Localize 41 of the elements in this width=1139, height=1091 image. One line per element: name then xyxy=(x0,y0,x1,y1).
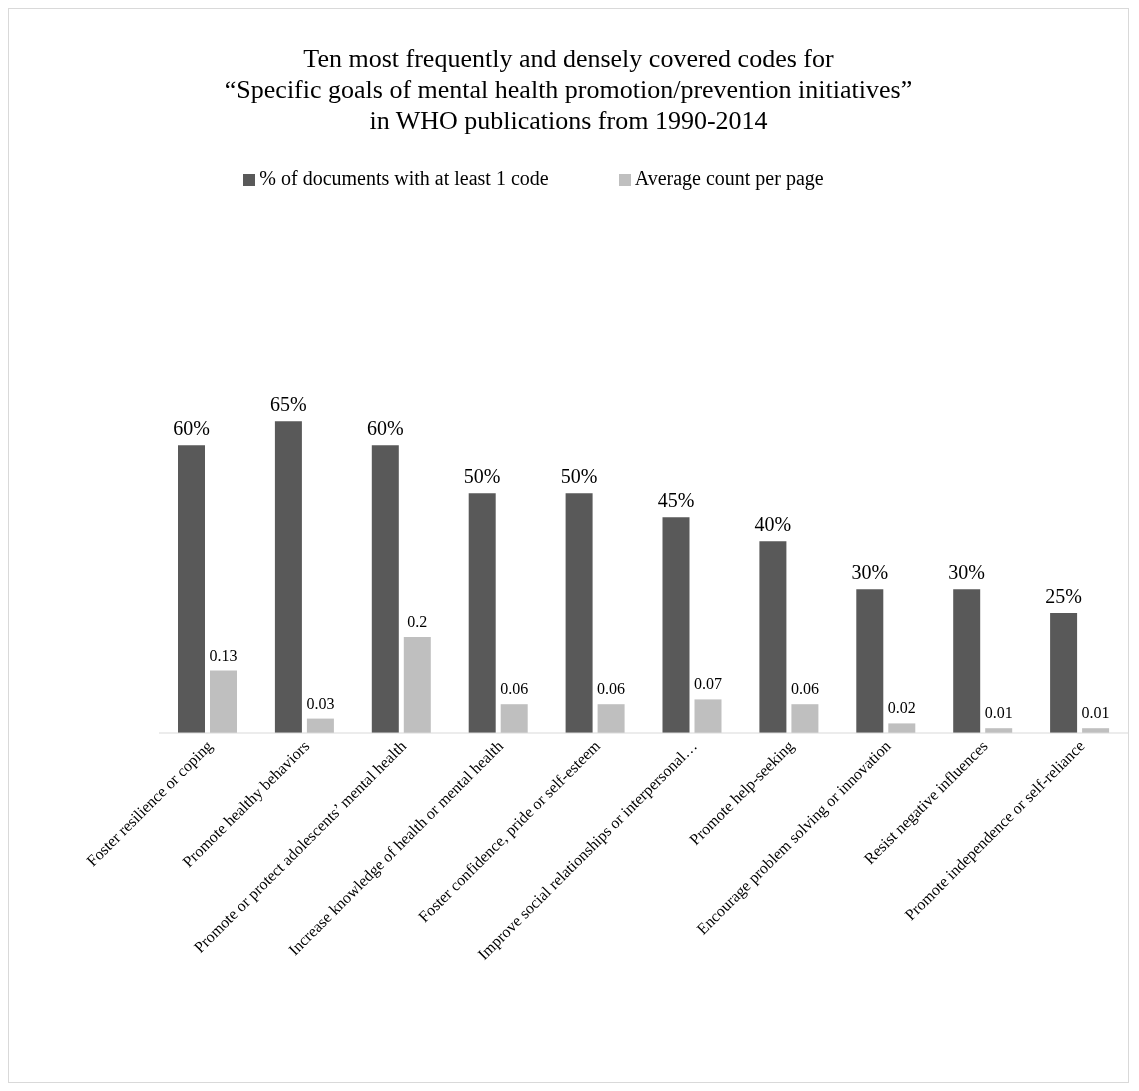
bar xyxy=(274,421,302,733)
data-label: 0.2 xyxy=(407,613,428,630)
data-label: 25% xyxy=(1045,585,1082,608)
bar xyxy=(694,699,722,733)
data-label: 30% xyxy=(948,561,986,584)
bar xyxy=(791,704,819,733)
bar xyxy=(953,589,981,733)
data-label: 45% xyxy=(657,489,695,512)
bar xyxy=(468,493,496,733)
chart-title: Ten most frequently and densely covered codes for “Specific goals of mental health promotion/prevention initiatives” in WHO publications from 1990-2014 xyxy=(223,43,914,137)
bar xyxy=(1050,613,1078,733)
bar xyxy=(500,704,528,733)
bar xyxy=(565,493,593,733)
data-label: 50% xyxy=(463,465,501,488)
data-label: 0.06 xyxy=(500,680,529,698)
data-label: 30% xyxy=(851,561,889,584)
data-label: 0.01 xyxy=(1081,704,1110,722)
data-label: 50% xyxy=(560,465,598,488)
data-label: 0.03 xyxy=(306,694,335,712)
data-label: 0.06 xyxy=(790,680,819,698)
bar xyxy=(759,541,787,733)
bar xyxy=(403,637,431,733)
data-label: 0.06 xyxy=(597,680,626,698)
bar xyxy=(888,723,916,733)
data-label: 60% xyxy=(366,417,404,440)
bar xyxy=(662,517,690,733)
bar xyxy=(210,670,237,733)
data-label: 60% xyxy=(173,417,210,440)
bar xyxy=(178,445,205,733)
bar xyxy=(371,445,399,733)
data-label: 0.02 xyxy=(887,699,916,717)
data-label: 65% xyxy=(270,393,307,416)
bar xyxy=(856,589,884,733)
data-label: 40% xyxy=(754,513,792,536)
legend-label: Average count per page xyxy=(634,167,824,189)
legend-label: % of documents with at least 1 code xyxy=(259,167,549,189)
data-label: 0.07 xyxy=(694,675,722,693)
bar xyxy=(306,718,334,733)
data-label: 0.01 xyxy=(984,704,1013,722)
bar xyxy=(597,704,625,733)
data-label: 0.13 xyxy=(209,646,238,664)
